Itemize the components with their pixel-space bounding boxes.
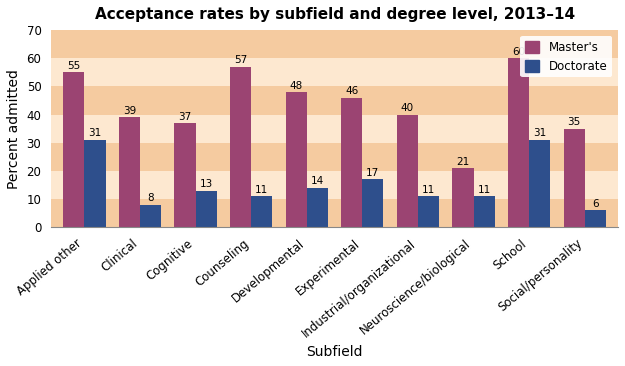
Bar xyxy=(529,140,550,227)
Text: 48: 48 xyxy=(289,81,303,91)
Bar xyxy=(63,72,84,227)
Text: 40: 40 xyxy=(401,103,414,113)
Text: 31: 31 xyxy=(533,128,546,138)
Bar xyxy=(51,171,618,199)
Bar xyxy=(51,199,618,227)
Text: 35: 35 xyxy=(568,117,581,127)
Text: 11: 11 xyxy=(255,185,268,195)
Text: 8: 8 xyxy=(148,193,154,203)
Y-axis label: Percent admitted: Percent admitted xyxy=(7,69,21,188)
Bar xyxy=(51,30,618,58)
Bar xyxy=(251,196,272,227)
Bar xyxy=(564,128,585,227)
Bar xyxy=(474,196,494,227)
Text: 11: 11 xyxy=(422,185,435,195)
Bar xyxy=(341,98,362,227)
Bar xyxy=(307,188,328,227)
Bar xyxy=(119,117,140,227)
Bar xyxy=(452,168,474,227)
Text: 46: 46 xyxy=(345,86,358,96)
Text: 11: 11 xyxy=(478,185,491,195)
Bar xyxy=(174,123,196,227)
Text: 17: 17 xyxy=(366,168,379,178)
Text: 13: 13 xyxy=(199,179,212,189)
Bar xyxy=(397,115,418,227)
Bar xyxy=(84,140,106,227)
Text: 60: 60 xyxy=(512,47,525,57)
X-axis label: Subfield: Subfield xyxy=(306,345,363,359)
Text: 37: 37 xyxy=(178,112,192,122)
Bar xyxy=(418,196,439,227)
Bar xyxy=(51,58,618,86)
Text: 21: 21 xyxy=(456,157,469,167)
Text: 6: 6 xyxy=(592,199,599,209)
Title: Acceptance rates by subfield and degree level, 2013–14: Acceptance rates by subfield and degree … xyxy=(94,7,574,22)
Text: 39: 39 xyxy=(123,106,136,116)
Bar xyxy=(585,210,606,227)
Bar xyxy=(51,86,618,115)
Bar xyxy=(51,143,618,171)
Text: 57: 57 xyxy=(234,55,248,65)
Bar xyxy=(51,115,618,143)
Bar xyxy=(230,67,251,227)
Text: 55: 55 xyxy=(68,61,81,71)
Text: 31: 31 xyxy=(88,128,102,138)
Bar xyxy=(286,92,307,227)
Bar xyxy=(140,205,161,227)
Text: 14: 14 xyxy=(311,176,324,186)
Legend: Master's, Doctorate: Master's, Doctorate xyxy=(521,36,612,77)
Bar xyxy=(362,179,384,227)
Bar xyxy=(196,191,217,227)
Bar xyxy=(508,58,529,227)
